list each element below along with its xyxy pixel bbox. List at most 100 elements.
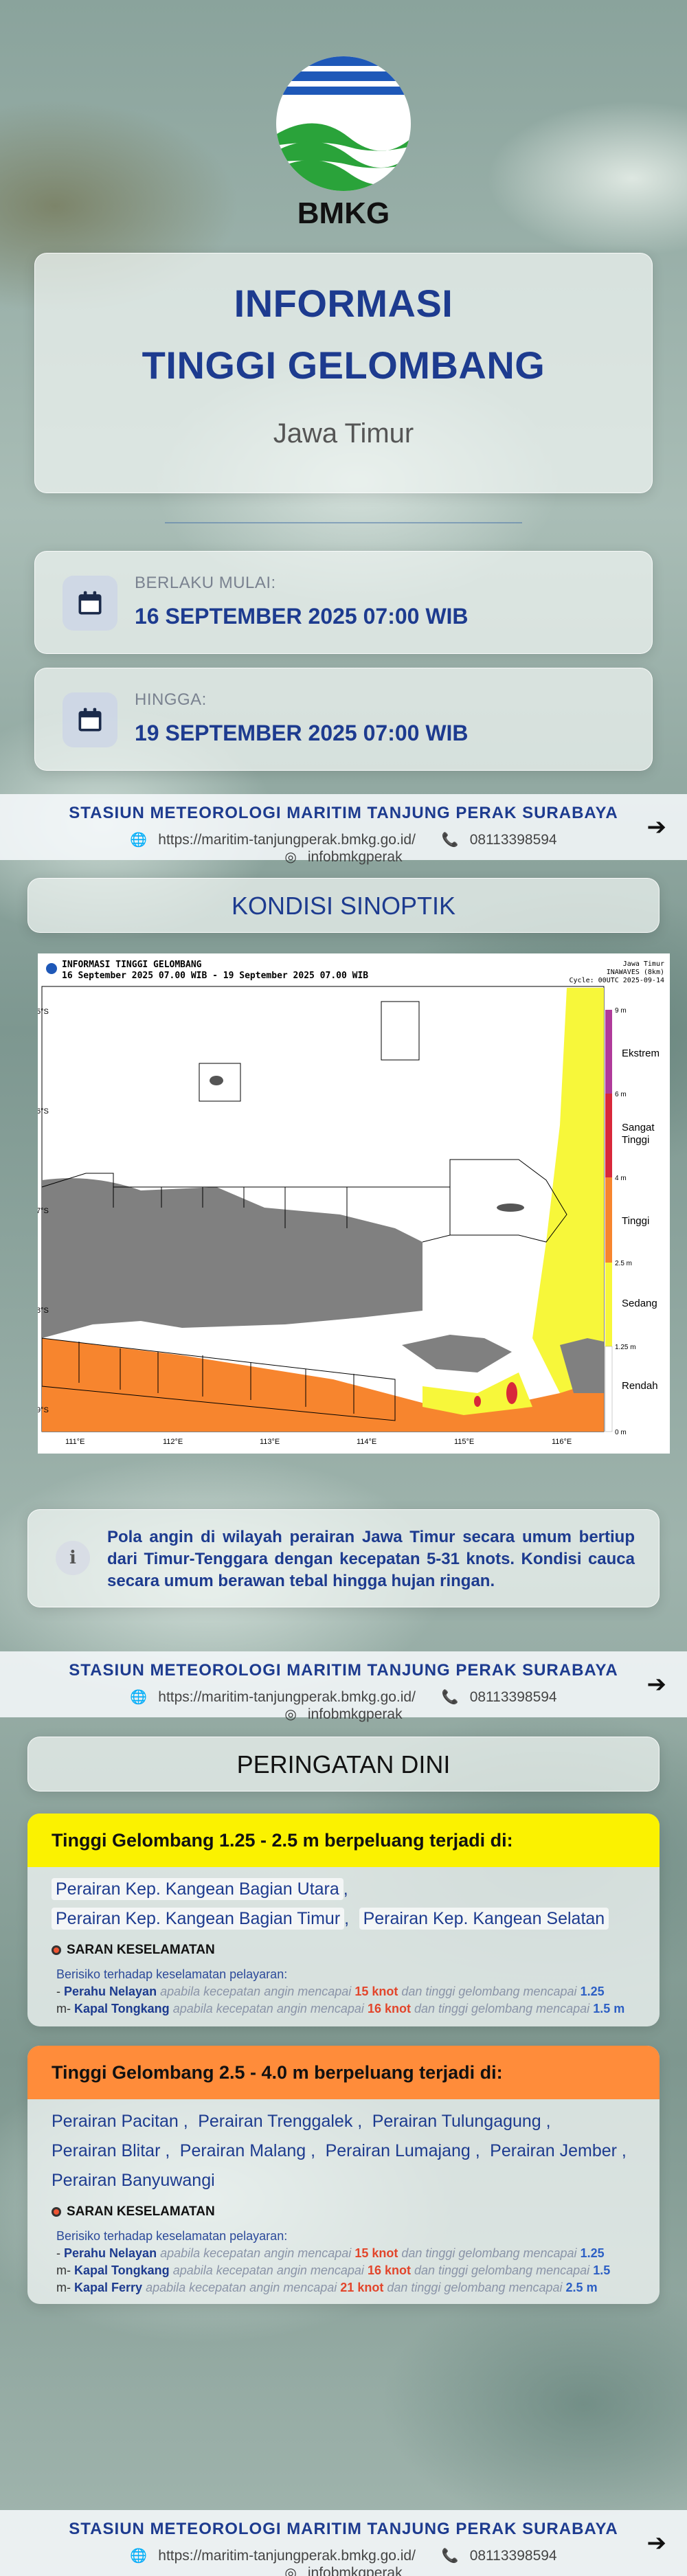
station-contacts: 🌐 https://maritim-tanjungperak.bmkg.go.id… [69,1688,618,1723]
website-link[interactable]: 🌐 https://maritim-tanjungperak.bmkg.go.id… [130,1688,416,1706]
warning-card-orange: Tinggi Gelombang 2.5 - 4.0 m berpeluang … [27,2046,660,2304]
bmkg-logo-text: BMKG [297,196,390,227]
arrow-right-icon[interactable]: ➔ [646,1671,667,1697]
map-period: 16 September 2025 07.00 WIB - 19 Septemb… [62,971,368,981]
legend-ekstrem: Ekstrem [622,1048,660,1059]
alert-icon [52,2207,61,2217]
sinoptik-heading: KONDISI SINOPTIK [27,878,660,933]
phone-icon: 📞 [441,2549,459,2564]
map-cycle: Cycle: 00UTC 2025-09-14 [570,977,664,984]
website-link[interactable]: 🌐 https://maritim-tanjungperak.bmkg.go.id… [130,2547,416,2564]
map-region: Jawa Timur [623,960,664,968]
map-plot: 5°S 6°S 7°S 8°S 9°S [21,986,605,1432]
area-item: Perairan Jember , [490,2141,627,2160]
saran-heading: SARAN KESELAMATAN [27,1943,660,1958]
info-icon: i [56,1541,90,1575]
instagram-icon: ◎ [284,2566,297,2576]
area-item: Perairan Kep. Kangean Selatan [359,1908,609,1930]
instagram-link[interactable]: ◎ infobmkgperak [279,2564,407,2576]
page-title-line1: INFORMASI [234,282,453,325]
map-model: INAWAVES (8km) [607,969,664,976]
title-card: INFORMASI TINGGI GELOMBANG Jawa Timur [34,253,653,493]
start-date-card: BERLAKU MULAI: 16 SEPTEMBER 2025 07:00 W… [34,551,653,654]
warning-title: Tinggi Gelombang 2.5 - 4.0 m berpeluang … [27,2046,660,2099]
calendar-icon [63,576,117,631]
legend-tinggi: Tinggi [622,1215,649,1227]
alert-icon [52,1945,61,1955]
area-item: Perairan Pacitan , [52,2112,188,2131]
lat-label: 9°S [38,1406,49,1414]
globe-icon: 🌐 [130,1690,148,1705]
lat-label: 5°S [38,1008,49,1016]
risk-label: Berisiko terhadap keselamatan pelayaran: [56,1967,288,1981]
globe-icon: 🌐 [130,2549,148,2564]
legend-rendah: Rendah [622,1380,658,1392]
legend-sedang: Sedang [622,1298,657,1309]
station-name: STASIUN METEOROLOGI MARITIM TANJUNG PERA… [69,804,618,822]
map-legend: 9 m 6 m 4 m 2.5 m 1.25 m 0 m Ekstrem San… [605,1007,660,1436]
area-item: Perairan Blitar , [52,2141,170,2160]
station-name: STASIUN METEOROLOGI MARITIM TANJUNG PERA… [69,2520,618,2538]
calendar-icon [63,692,117,747]
website-link[interactable]: 🌐 https://maritim-tanjungperak.bmkg.go.id… [130,831,416,848]
phone-icon: 📞 [441,833,459,848]
instagram-icon: ◎ [284,850,297,865]
legend-sangat-tinggi: Sangat Tinggi [622,1122,655,1146]
vessel-line: - Perahu Nelayan apabila kecepatan angin… [56,2246,605,2260]
divider [165,522,522,523]
legend-tick: 9 m [615,1007,627,1015]
area-item: Perairan Kep. Kangean Bagian Timur, [52,1908,349,1930]
instagram-link[interactable]: ◎ infobmkgperak [284,1706,403,1723]
area-item: Perairan Kep. Kangean Bagian Utara, [52,1878,348,1900]
instagram-icon: ◎ [284,1707,297,1722]
legend-tick: 0 m [615,1429,627,1436]
end-date-value: 19 SEPTEMBER 2025 07:00 WIB [135,721,469,745]
vessel-line: - Perahu Nelayan apabila kecepatan angin… [56,1985,605,1998]
phone-link[interactable]: 📞 08113398594 [441,2547,557,2564]
area-item: Perairan Tulungagung , [372,2112,551,2131]
area-item: Perairan Malang , [179,2141,316,2160]
lat-label: 7°S [38,1207,49,1215]
station-bar[interactable]: STASIUN METEOROLOGI MARITIM TANJUNG PERA… [0,794,687,865]
end-date-card: HINGGA: 19 SEPTEMBER 2025 07:00 WIB [34,668,653,771]
warning-areas: Perairan Pacitan , Perairan Trenggalek ,… [27,2099,660,2200]
synoptic-description: Pola angin di wilayah perairan Jawa Timu… [107,1528,635,1590]
vessel-line: m- Kapal Tongkang apabila kecepatan angi… [56,2002,625,2015]
lon-label: 111°E [65,1438,85,1446]
arrow-right-icon[interactable]: ➔ [646,2530,667,2556]
station-bar[interactable]: STASIUN METEOROLOGI MARITIM TANJUNG PERA… [0,1651,687,1722]
region-name: Jawa Timur [273,418,414,449]
area-item: Perairan Banyuwangi [52,2171,215,2190]
legend-tick: 4 m [615,1175,627,1182]
station-contacts: 🌐 https://maritim-tanjungperak.bmkg.go.id… [69,2547,618,2576]
bmkg-logo: BMKG [276,56,411,227]
warning-areas: Perairan Kep. Kangean Bagian Utara, Pera… [27,1867,660,1939]
station-contacts: 🌐 https://maritim-tanjungperak.bmkg.go.id… [69,831,618,866]
lon-label: 116°E [552,1438,572,1446]
peringatan-heading: PERINGATAN DINI [27,1737,660,1792]
phone-link[interactable]: 📞 08113398594 [441,831,557,848]
vessel-line: m- Kapal Tongkang apabila kecepatan angi… [56,2263,611,2277]
phone-link[interactable]: 📞 08113398594 [441,1688,557,1706]
lon-label: 115°E [454,1438,474,1446]
legend-tick: 2.5 m [615,1260,632,1267]
end-date-label: HINGGA: [135,690,207,709]
lon-label: 112°E [163,1438,183,1446]
lat-label: 8°S [38,1307,49,1315]
warning-title: Tinggi Gelombang 1.25 - 2.5 m berpeluang… [27,1814,660,1867]
phone-icon: 📞 [441,1690,459,1705]
risk-label: Berisiko terhadap keselamatan pelayaran: [56,2229,288,2243]
lat-label: 6°S [38,1107,49,1116]
area-item: Perairan Trenggalek , [198,2112,363,2131]
instagram-link[interactable]: ◎ infobmkgperak [284,848,403,866]
start-date-value: 16 SEPTEMBER 2025 07:00 WIB [135,604,469,629]
arrow-right-icon[interactable]: ➔ [646,814,667,840]
legend-tick: 6 m [615,1091,627,1098]
start-date-label: BERLAKU MULAI: [135,574,276,592]
lon-label: 114°E [357,1438,376,1446]
station-bar[interactable]: STASIUN METEOROLOGI MARITIM TANJUNG PERA… [0,2510,687,2576]
legend-tick: 1.25 m [615,1344,636,1351]
lon-label: 113°E [260,1438,280,1446]
page-title-line2: TINGGI GELOMBANG [142,343,545,387]
globe-icon: 🌐 [130,833,148,848]
